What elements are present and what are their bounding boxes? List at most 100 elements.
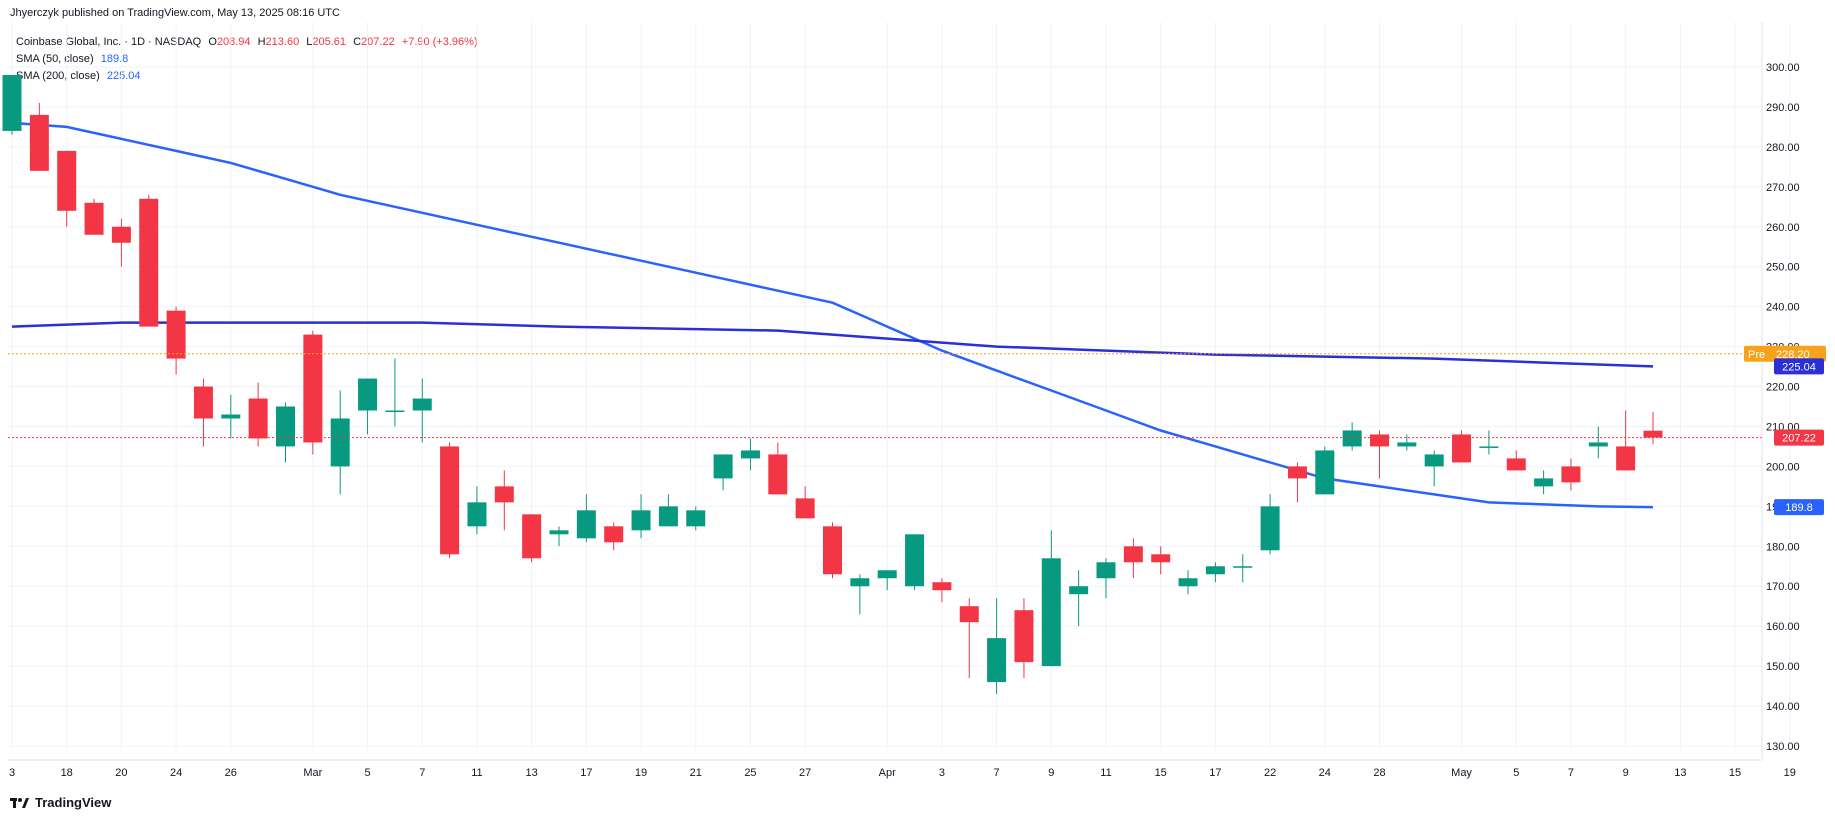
time-axis: 3 18 20 24 26 Mar 5 7 11 13 17 19 21 25 27 Apr 3 7 9 11 15 17…: [8, 759, 1796, 779]
x-tick-label: Apr: [879, 767, 896, 779]
tradingview-footer[interactable]: TradingView: [10, 795, 111, 810]
x-tick-label: 28: [1373, 767, 1385, 779]
sma200-badge: 225.04: [1774, 358, 1824, 375]
y-tick-label: 140.00: [1766, 701, 1800, 713]
x-tick-label: 27: [799, 767, 811, 779]
candle-body: [658, 506, 678, 527]
publisher-line: Jhyerczyk published on TradingView.com, …: [10, 7, 340, 19]
candle-body: [276, 406, 295, 447]
candle: [139, 194, 159, 327]
x-tick-label: 17: [1209, 767, 1221, 779]
candle: [358, 378, 378, 435]
y-tick-label: 260.00: [1766, 222, 1800, 234]
y-tick-label: 200.00: [1766, 461, 1800, 473]
candle-body: [1424, 454, 1444, 467]
x-tick-label: 9: [1048, 767, 1054, 779]
candle: [1069, 570, 1089, 627]
sma50-legend-label: SMA (50, close): [16, 53, 94, 65]
x-tick-label: 13: [526, 767, 538, 779]
x-tick-label: 3: [9, 767, 15, 779]
sma200-legend-row[interactable]: SMA (200, close) 225.04: [16, 68, 478, 85]
x-tick-label: 9: [1623, 767, 1629, 779]
candle: [658, 494, 678, 527]
candle-body: [877, 570, 897, 579]
candle-body: [1151, 554, 1171, 563]
candle-body: [576, 510, 596, 539]
y-tick-label: 290.00: [1766, 102, 1800, 114]
candle-body: [713, 454, 733, 479]
sma200-legend-label: SMA (200, close): [16, 70, 100, 82]
candle: [1178, 570, 1198, 595]
candle: [1342, 422, 1362, 451]
candle-body: [905, 534, 925, 587]
chart-legend: Coinbase Global, Inc. · 1D · NASDAQ O208…: [16, 34, 478, 85]
tradingview-logo-icon: [10, 797, 29, 808]
last-price-badge: 207.22: [1774, 429, 1824, 446]
candle: [905, 534, 925, 591]
price-axis: 130.00140.00150.00160.00170.00180.00190.…: [1761, 22, 1800, 760]
candle-body: [358, 378, 378, 411]
ohlc-low: 205.61: [312, 36, 347, 48]
candle: [29, 102, 49, 171]
candle-body: [330, 418, 350, 467]
ohlc-close-label: C: [353, 36, 362, 48]
x-tick-label: Mar: [303, 767, 322, 779]
candle-body: [494, 486, 514, 503]
candle-body: [1397, 442, 1417, 447]
candle: [959, 598, 979, 679]
sma50-badge-value: 189.8: [1785, 502, 1813, 514]
candle-body: [1506, 458, 1526, 471]
y-tick-label: 280.00: [1766, 142, 1800, 154]
candle-body: [850, 578, 870, 587]
candle-body: [1561, 466, 1581, 483]
candle: [166, 306, 186, 375]
x-tick-label: 25: [744, 767, 756, 779]
candle: [740, 438, 760, 471]
x-tick-label: 7: [419, 767, 425, 779]
candle: [221, 394, 241, 439]
price-lines: [8, 353, 1762, 439]
candle-body: [1287, 466, 1307, 479]
candle: [467, 486, 487, 535]
candle: [1205, 562, 1225, 583]
candle: [1397, 434, 1417, 451]
sma200-line: [11, 321, 1654, 368]
candle: [2, 74, 22, 135]
candle: [823, 522, 842, 579]
candle: [795, 486, 815, 519]
candle-body: [139, 198, 159, 327]
price-badges: Pre 228.20 225.04 207.22 189.8: [1744, 345, 1826, 516]
candle-body: [193, 386, 213, 419]
candle-body: [1534, 478, 1554, 487]
pre-badge-value: 228.20: [1776, 349, 1810, 361]
ohlc-open: 208.94: [216, 36, 251, 48]
x-tick-label: 18: [61, 767, 73, 779]
candle-body: [1315, 450, 1335, 495]
candle: [1287, 462, 1307, 503]
candle: [1151, 546, 1171, 575]
candle: [385, 358, 405, 427]
symbol-row[interactable]: Coinbase Global, Inc. · 1D · NASDAQ O208…: [16, 34, 478, 51]
candle-body: [686, 510, 706, 527]
candle-body: [795, 498, 815, 519]
candle-body: [1479, 446, 1499, 448]
symbol-title: Coinbase Global, Inc. · 1D · NASDAQ: [16, 36, 202, 48]
x-tick-label: 26: [225, 767, 237, 779]
candle-body: [166, 310, 186, 359]
x-tick-label: 20: [115, 767, 127, 779]
tradingview-brand: TradingView: [35, 795, 112, 810]
x-tick-label: 24: [1319, 767, 1331, 779]
x-tick-label: 5: [1513, 767, 1519, 779]
ohlc-low-label: L: [306, 36, 313, 48]
candle: [57, 150, 77, 227]
candle-body: [522, 514, 542, 559]
candle-body: [1123, 546, 1143, 563]
y-tick-label: 270.00: [1766, 182, 1800, 194]
candle-body: [412, 398, 432, 411]
candle: [330, 390, 350, 495]
y-tick-label: 170.00: [1766, 581, 1800, 593]
candle-body: [959, 606, 979, 623]
candle: [276, 402, 295, 463]
candle: [111, 218, 131, 267]
